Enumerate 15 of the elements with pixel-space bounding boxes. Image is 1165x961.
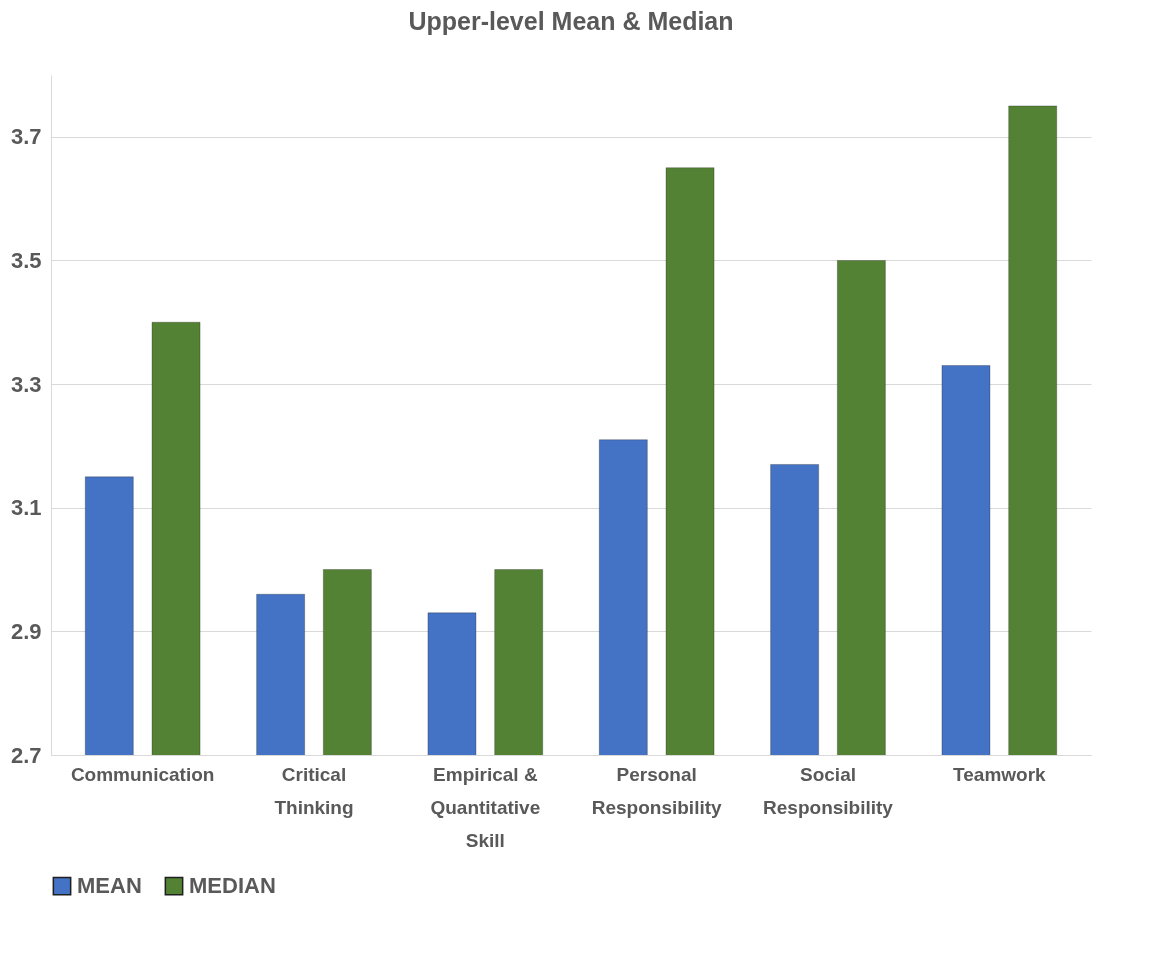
x-tick-label: Personal Responsibility [591, 763, 723, 818]
y-tick-label: 2.9 [10, 618, 42, 644]
x-tick-label: Communication [70, 763, 215, 785]
legend-label: MEDIAN [189, 873, 276, 899]
y-tick-label: 3.1 [10, 495, 42, 521]
x-tick-label: Social Responsibility [763, 763, 894, 818]
chart-title: Upper-level Mean & Median [408, 7, 734, 35]
y-tick-label: 2.7 [10, 742, 42, 768]
legend-label: MEAN [77, 873, 142, 899]
x-tick-label: Empirical & Quantitative Skill [430, 763, 541, 851]
y-tick-label: 3.3 [10, 371, 42, 397]
x-tick-label: Critical Thinking [274, 763, 354, 818]
x-tick-label: Teamwork [953, 763, 1047, 785]
y-tick-label: 3.7 [10, 124, 42, 150]
y-tick-label: 3.5 [10, 247, 42, 273]
